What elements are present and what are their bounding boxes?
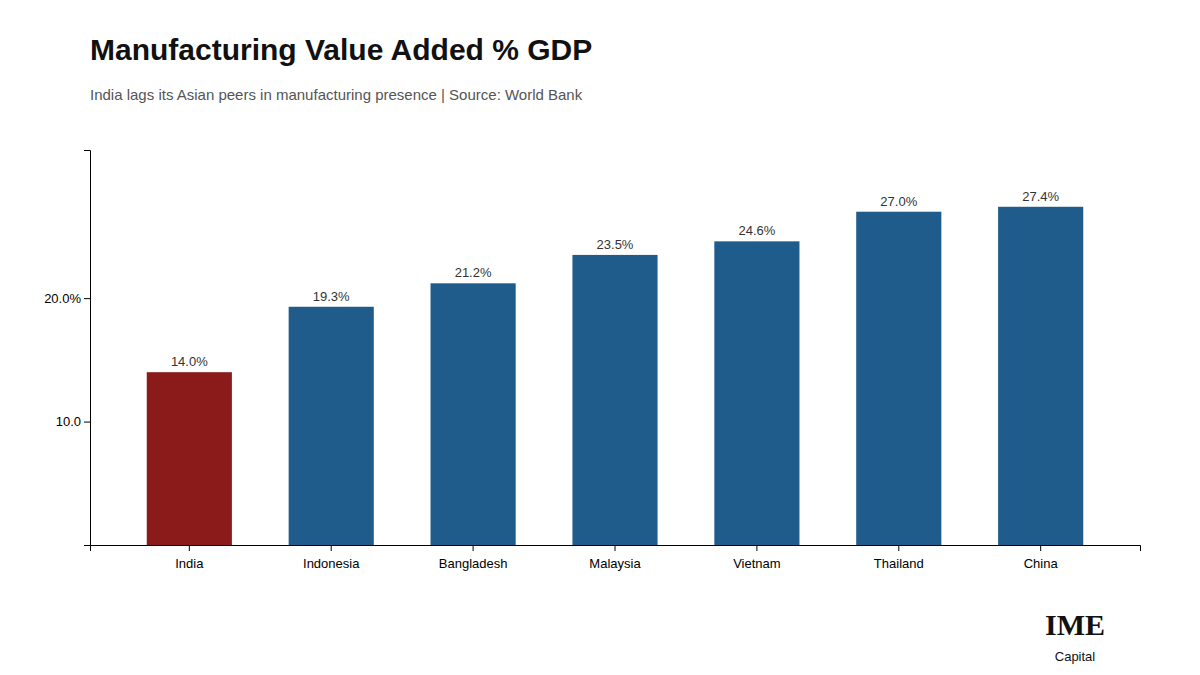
subtitle: India lags its Asian peers in manufactur… [90,86,583,103]
x-tick: China [1024,545,1059,571]
data-label: 21.2% [455,265,492,280]
x-tick-mark [1040,545,1041,551]
x-tick-label: Bangladesh [439,556,508,571]
x-tick-label: Vietnam [733,556,780,571]
y-tick-label: 20.0% [44,291,81,306]
annotation: IME [1045,608,1105,641]
annotation: Capital [1055,649,1096,664]
x-tick-mark [473,545,474,551]
x-tick-mark [615,545,616,551]
bar [572,255,657,545]
data-label: 14.0% [171,354,208,369]
bars [147,207,1083,545]
x-tick-label: Indonesia [303,556,360,571]
data-label: 27.0% [880,194,917,209]
x-tick-label: China [1024,556,1059,571]
data-labels: 14.0% 19.3% 21.2% 23.5% 24.6% 27.0% 27.4% [171,189,1060,369]
x-tick: Bangladesh [439,545,508,571]
bar [998,207,1083,545]
data-label: 24.6% [738,223,775,238]
bar [147,372,232,545]
plot: 10.0 20.0% India Indonesia Bangladesh Malaysi… [44,151,1140,572]
chart: Manufacturing Value Added % GDP India lag… [0,0,1200,675]
x-tick-mark [898,545,899,551]
x-axis-line [91,546,1141,552]
x-tick-mark [189,545,190,551]
y-tick-label: 10.0 [56,414,81,429]
y-tick-mark [84,298,90,299]
x-tick: Malaysia [589,545,641,571]
x-tick: Vietnam [733,545,780,571]
data-label: 23.5% [597,237,634,252]
y-tick: 20.0% [44,291,90,306]
x-tick: Thailand [874,545,924,571]
title: Manufacturing Value Added % GDP [90,33,592,66]
y-axis: 10.0 20.0% [44,151,90,546]
data-label: 19.3% [313,289,350,304]
x-tick-label: Malaysia [589,556,641,571]
data-label: 27.4% [1022,189,1059,204]
x-tick-label: India [175,556,204,571]
x-tick-mark [331,545,332,551]
x-tick-label: Thailand [874,556,924,571]
y-axis-line [84,151,91,546]
x-tick: Indonesia [303,545,360,571]
bar [431,283,516,545]
x-tick: India [175,545,204,571]
x-axis: India Indonesia Bangladesh Malaysia Vietnam T… [91,545,1141,571]
bar [289,307,374,545]
bar [714,241,799,545]
x-tick-mark [756,545,757,551]
y-tick-mark [84,422,90,423]
y-tick: 10.0 [56,414,90,429]
annotations: IME Capital [1045,608,1105,664]
bar [856,212,941,545]
